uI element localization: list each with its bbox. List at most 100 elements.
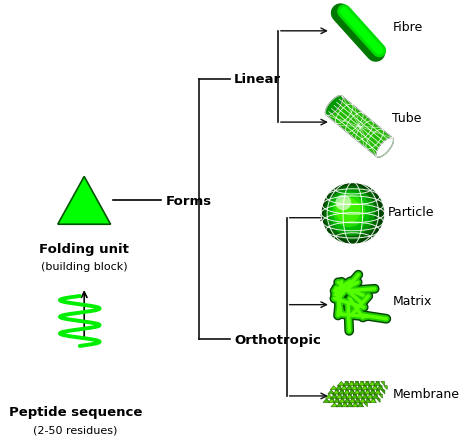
Polygon shape [340, 399, 344, 403]
Polygon shape [354, 390, 361, 394]
Polygon shape [343, 381, 350, 385]
Polygon shape [359, 399, 366, 403]
Text: Particle: Particle [388, 205, 435, 218]
Polygon shape [337, 394, 341, 398]
Polygon shape [335, 386, 342, 390]
Polygon shape [345, 381, 348, 385]
Polygon shape [363, 386, 366, 390]
Polygon shape [343, 394, 346, 398]
Polygon shape [361, 390, 364, 394]
Polygon shape [359, 403, 362, 407]
Text: Tube: Tube [392, 112, 422, 125]
Polygon shape [343, 403, 347, 407]
Polygon shape [356, 390, 359, 394]
Polygon shape [337, 381, 345, 385]
Polygon shape [331, 403, 338, 407]
Polygon shape [354, 399, 361, 403]
Polygon shape [376, 138, 393, 158]
Polygon shape [364, 399, 371, 403]
Text: Orthotropic: Orthotropic [234, 333, 321, 346]
Polygon shape [351, 386, 358, 390]
Polygon shape [376, 386, 383, 390]
Polygon shape [337, 386, 341, 390]
Polygon shape [364, 403, 367, 407]
Polygon shape [356, 399, 359, 403]
Polygon shape [374, 390, 381, 394]
Polygon shape [353, 381, 360, 385]
Polygon shape [366, 399, 370, 403]
Polygon shape [361, 386, 368, 390]
Circle shape [330, 192, 370, 232]
Text: Folding unit: Folding unit [39, 242, 129, 255]
Polygon shape [358, 394, 362, 398]
Polygon shape [346, 386, 353, 390]
Polygon shape [346, 399, 349, 403]
Polygon shape [376, 390, 380, 394]
Polygon shape [350, 390, 354, 394]
Polygon shape [58, 177, 110, 225]
Circle shape [333, 195, 365, 228]
Polygon shape [374, 386, 377, 390]
Polygon shape [325, 394, 333, 398]
Polygon shape [353, 394, 357, 398]
Polygon shape [355, 381, 359, 385]
Polygon shape [333, 399, 340, 403]
Polygon shape [343, 390, 350, 394]
Polygon shape [366, 386, 374, 390]
Polygon shape [346, 394, 353, 398]
Text: Fibre: Fibre [392, 21, 423, 34]
Polygon shape [336, 394, 343, 398]
Polygon shape [379, 386, 382, 390]
Polygon shape [368, 386, 372, 390]
Circle shape [336, 198, 361, 223]
Polygon shape [338, 399, 346, 403]
Polygon shape [371, 390, 374, 394]
Polygon shape [330, 394, 337, 398]
Polygon shape [349, 399, 356, 403]
Polygon shape [358, 386, 362, 390]
Polygon shape [351, 394, 358, 398]
Polygon shape [365, 381, 369, 385]
Polygon shape [374, 394, 377, 398]
Polygon shape [360, 381, 364, 385]
Polygon shape [335, 390, 338, 394]
Circle shape [321, 183, 384, 245]
Polygon shape [350, 381, 354, 385]
Polygon shape [364, 390, 371, 394]
Polygon shape [351, 399, 355, 403]
Circle shape [324, 186, 380, 241]
Text: Linear: Linear [234, 73, 281, 86]
Polygon shape [330, 386, 337, 390]
Polygon shape [341, 403, 348, 407]
Polygon shape [330, 399, 334, 403]
Polygon shape [347, 386, 351, 390]
Polygon shape [372, 394, 379, 398]
Polygon shape [338, 390, 345, 394]
Polygon shape [366, 394, 374, 398]
Polygon shape [353, 386, 356, 390]
Polygon shape [376, 399, 380, 403]
Polygon shape [374, 381, 381, 385]
Text: (2-50 residues): (2-50 residues) [33, 424, 118, 434]
Text: Membrane: Membrane [392, 387, 459, 400]
Polygon shape [345, 390, 349, 394]
Polygon shape [333, 394, 336, 398]
Polygon shape [328, 390, 335, 394]
Polygon shape [325, 96, 343, 116]
Polygon shape [340, 386, 347, 390]
Polygon shape [356, 394, 364, 398]
Polygon shape [371, 399, 375, 403]
Polygon shape [357, 403, 364, 407]
Text: Matrix: Matrix [392, 294, 432, 307]
Polygon shape [348, 381, 355, 385]
Polygon shape [348, 394, 352, 398]
Polygon shape [356, 386, 363, 390]
Polygon shape [364, 394, 367, 398]
Polygon shape [376, 381, 379, 385]
Polygon shape [342, 386, 346, 390]
Polygon shape [369, 381, 376, 385]
Polygon shape [352, 403, 359, 407]
Polygon shape [340, 390, 344, 394]
Circle shape [336, 195, 351, 211]
Polygon shape [338, 403, 342, 407]
